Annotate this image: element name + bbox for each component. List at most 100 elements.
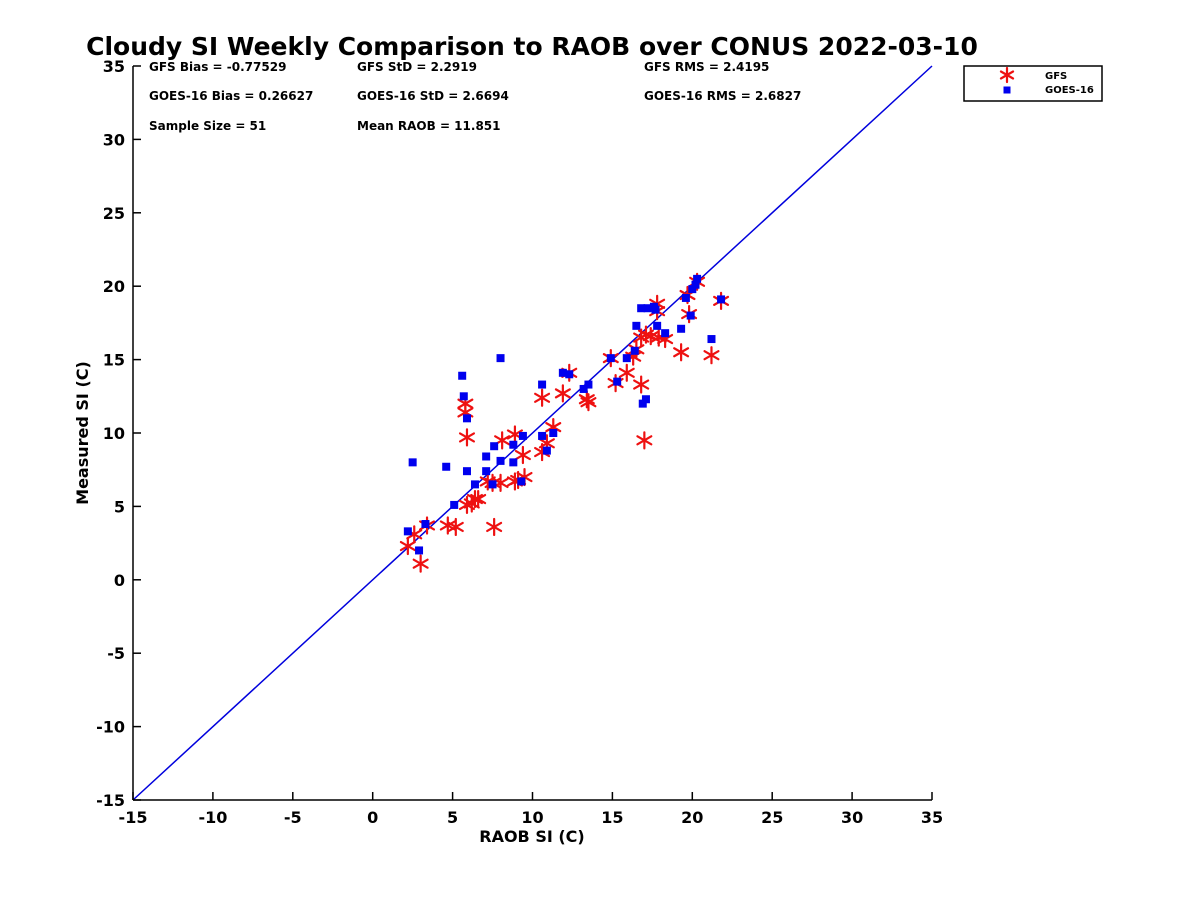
gfs-series [399,272,730,573]
goes16-point [622,354,631,363]
goes16-point [549,429,558,437]
y-tick-label: -10 [96,718,125,737]
goes16-point [470,480,479,489]
legend-box [963,65,1103,102]
goes16-point [459,392,468,401]
gfs-point [534,388,551,407]
gfs-point [636,431,653,450]
gfs-point [673,343,690,362]
one-to-one-line [132,65,933,801]
goes16-point [542,446,551,455]
stat-goes-std: GOES-16 StD = 2.6694 [357,89,509,103]
goes16-point [408,458,417,467]
legend-goes16-label: GOES-16 [1045,85,1094,96]
stat-gfs-std: GFS StD = 2.2919 [357,60,477,74]
y-tick-label: 10 [103,424,125,443]
goes16-point [496,456,505,465]
goes16-point [613,377,622,386]
y-tick-label: 35 [103,57,125,76]
gfs-point [703,346,720,365]
stat-gfs-bias: GFS Bias = -0.77529 [149,60,286,74]
goes16-point [637,304,646,313]
goes16-point [651,305,660,314]
goes16-point [661,329,670,338]
goes16-point [538,431,547,440]
goes16-point [693,274,702,283]
legend-goes16-square [1003,86,1011,94]
x-tick-label: -15 [119,808,148,827]
y-tick-label: 5 [114,497,125,516]
goes16-point [717,295,726,304]
y-tick-label: 25 [103,204,125,223]
goes16-point [462,467,471,476]
gfs-point [399,536,416,556]
y-tick-label: 15 [103,351,125,370]
goes16-point [641,395,650,404]
goes16-point [691,280,700,289]
stat-goes-rms: GOES-16 RMS = 2.6827 [644,89,801,103]
gfs-point [466,489,484,509]
goes16-point [538,380,547,389]
x-axis-label: RAOB SI (C) [479,827,584,846]
x-tick-label: 10 [521,808,543,827]
y-tick-label: 20 [103,277,125,296]
goes16-series [403,274,726,555]
goes16-point [496,354,505,363]
gfs-point [412,554,429,573]
goes16-point [482,467,491,476]
goes16-point [421,520,430,529]
goes16-point [458,371,467,380]
goes16-point [518,431,527,440]
goes16-point [681,293,690,302]
x-tick-label: 5 [447,808,458,827]
y-axis-label: Measured SI (C) [73,361,92,505]
goes16-point [488,480,497,489]
y-tick-label: 0 [114,571,125,590]
y-tick-label: 30 [103,130,125,149]
gfs-point [447,517,464,537]
goes16-point [490,442,499,451]
x-tick-label: -10 [198,808,227,827]
stat-goes-bias: GOES-16 Bias = 0.26627 [149,89,313,103]
goes16-point [450,500,459,509]
gfs-point [514,445,531,465]
y-tick-label: -5 [107,644,125,663]
gfs-point [578,390,595,409]
goes16-point [558,368,567,377]
goes16-point [630,346,639,355]
x-tick-label: -5 [284,808,302,827]
goes16-point [677,324,686,333]
goes16-point [653,321,662,330]
stat-sample-size: Sample Size = 51 [149,119,266,133]
chart-title: Cloudy SI Weekly Comparison to RAOB over… [86,32,978,61]
x-axis-ticks: -15 -10 -5 0 5 10 15 20 25 30 35 [119,792,943,827]
x-tick-label: 25 [761,808,783,827]
goes16-point [482,452,491,461]
gfs-point [633,375,650,394]
y-axis-ticks: -15 -10 -5 0 5 10 15 20 25 30 35 [96,57,141,810]
goes16-point [688,285,697,294]
goes16-point [403,527,412,536]
stat-mean-raob: Mean RAOB = 11.851 [357,119,501,133]
gfs-point [580,393,597,412]
goes16-point [442,462,451,471]
gfs-point [458,428,476,447]
x-tick-label: 20 [681,808,703,827]
goes16-point [579,384,588,393]
goes16-point [509,440,518,449]
gfs-point [486,517,503,537]
goes16-point [707,335,716,344]
goes16-point [517,477,526,486]
legend: GFS GOES-16 [963,65,1103,102]
x-tick-label: 35 [921,808,943,827]
goes16-point [686,311,695,320]
goes16-point [638,399,647,408]
legend-gfs-label: GFS [1045,71,1067,82]
gfs-point [470,489,487,509]
goes16-point [606,354,615,363]
x-tick-label: 30 [841,808,863,827]
goes16-point [462,414,471,423]
goes16-point [584,380,593,389]
goes16-point [632,321,641,330]
stat-gfs-rms: GFS RMS = 2.4195 [644,60,769,74]
